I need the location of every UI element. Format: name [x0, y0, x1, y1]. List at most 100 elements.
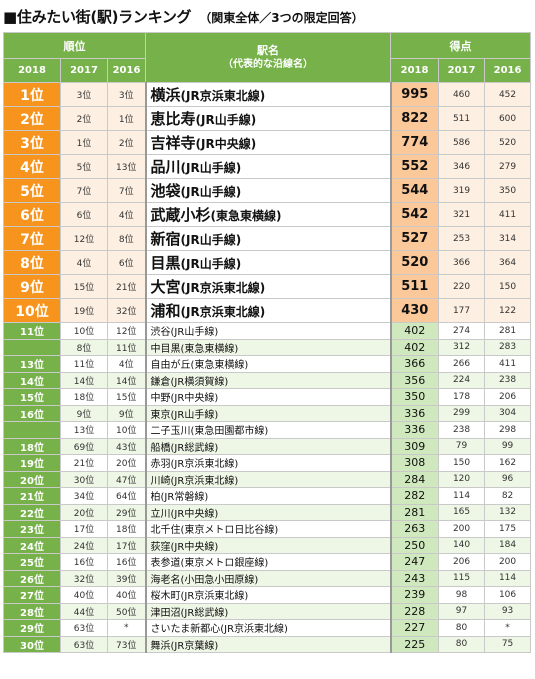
station-cell: 東京(JR山手線) — [145, 404, 392, 422]
rank-2016: 32位 — [106, 298, 147, 323]
station-line: (JR山手線) — [180, 233, 242, 247]
rank-2017: 6位 — [60, 202, 108, 227]
rank-2016: 13位 — [106, 154, 147, 179]
station-name: 横浜 — [150, 86, 181, 104]
rank-2018: 7位 — [3, 226, 61, 251]
rank-year-2017: 2017 — [60, 58, 108, 83]
station-line: (東京メトロ日比谷線) — [180, 525, 279, 537]
score-2016: 411 — [484, 355, 532, 373]
rank-2016: 40位 — [106, 586, 147, 604]
rank-2017: 24位 — [60, 536, 108, 554]
table-row: 28位 44位 50位 津田沼(JR総武線) 228 97 93 — [3, 602, 532, 620]
rank-year-2018: 2018 — [3, 58, 61, 83]
score-2018: 430 — [389, 298, 440, 323]
station-cell: 表参道(東京メトロ銀座線) — [145, 553, 392, 571]
score-2018: 542 — [389, 202, 440, 227]
table-row: 10位 19位 32位 浦和(JR京浜東北線) 430 177 122 — [3, 298, 532, 323]
score-2017: 266 — [438, 355, 486, 373]
score-2018: 511 — [389, 274, 440, 299]
score-2017: 319 — [438, 178, 486, 203]
score-2016: 150 — [484, 274, 532, 299]
score-2016: 411 — [484, 202, 532, 227]
station-line: (東急東横線) — [210, 209, 282, 223]
score-2016: 99 — [484, 437, 532, 455]
table-row: 19位 21位 20位 赤羽(JR京浜東北線) 308 150 162 — [3, 454, 532, 472]
station-cell: 中目黒(東急東横線) — [145, 338, 392, 356]
rank-2018: 28位 — [3, 602, 61, 620]
station-cell: 津田沼(JR総武線) — [145, 602, 392, 620]
score-2017: 150 — [438, 454, 486, 472]
score-2017: 206 — [438, 553, 486, 571]
score-2016: 175 — [484, 520, 532, 538]
score-2018: 308 — [389, 454, 440, 472]
score-2016: 600 — [484, 106, 532, 131]
ranking-table: 順位 駅名 （代表的な沿線名） 得点 2018 2017 2016 2018 2… — [2, 32, 532, 653]
rank-2018 — [3, 338, 61, 356]
table-row: 18位 69位 43位 船橋(JR総武線) 309 79 99 — [3, 437, 532, 455]
station-name: 荻窪 — [150, 541, 171, 553]
rank-2017: 69位 — [60, 437, 108, 455]
rank-2016: 73位 — [106, 635, 147, 653]
station-cell: 赤羽(JR京浜東北線) — [145, 454, 392, 472]
rank-2017: 63位 — [60, 635, 108, 653]
score-2017: 177 — [438, 298, 486, 323]
station-cell: 桜木町(JR京浜東北線) — [145, 586, 392, 604]
station-name: 鎌倉 — [150, 376, 171, 388]
station-line: (東京メトロ銀座線) — [180, 558, 269, 570]
rank-2018: 18位 — [3, 437, 61, 455]
score-2017: 238 — [438, 421, 486, 439]
station-cell: 恵比寿(JR山手線) — [145, 106, 392, 131]
table-row: 20位 30位 47位 川崎(JR京浜東北線) 284 120 96 — [3, 470, 532, 488]
station-line: (JR中央線) — [170, 508, 219, 520]
score-2017: 346 — [438, 154, 486, 179]
rank-2016: 50位 — [106, 602, 147, 620]
table-row: 8位 4位 6位 目黒(JR山手線) 520 366 364 — [3, 250, 532, 275]
rank-2018: 29位 — [3, 619, 61, 637]
table-row: 23位 17位 18位 北千住(東京メトロ日比谷線) 263 200 175 — [3, 520, 532, 538]
station-cell: 浦和(JR京浜東北線) — [145, 298, 392, 323]
station-cell: 品川(JR山手線) — [145, 154, 392, 179]
station-line: (JR中央線) — [195, 137, 257, 151]
station-cell: 新宿(JR山手線) — [145, 226, 392, 251]
table-row: 26位 32位 39位 海老名(小田急小田原線) 243 115 114 — [3, 569, 532, 587]
station-name: 吉祥寺 — [150, 134, 196, 152]
station-name: 海老名 — [150, 574, 181, 586]
score-2017: 366 — [438, 250, 486, 275]
score-2016: 184 — [484, 536, 532, 554]
station-cell: さいたま新都心(JR京浜東北線) — [145, 619, 392, 637]
rank-2016: 20位 — [106, 454, 147, 472]
rank-2018: 30位 — [3, 635, 61, 653]
station-name: 川崎 — [150, 475, 171, 487]
table-row: 5位 7位 7位 池袋(JR山手線) 544 319 350 — [3, 178, 532, 203]
rank-2016: 9位 — [106, 404, 147, 422]
station-cell: 渋谷(JR山手線) — [145, 322, 392, 340]
rank-2018: 14位 — [3, 371, 61, 389]
rank-2017: 20位 — [60, 503, 108, 521]
score-2016: 75 — [484, 635, 532, 653]
rank-2016: 29位 — [106, 503, 147, 521]
table-row: 29位 63位 * さいたま新都心(JR京浜東北線) 227 80 * — [3, 619, 532, 637]
rank-2017: 15位 — [60, 274, 108, 299]
table-row: 16位 9位 9位 東京(JR山手線) 336 299 304 — [3, 404, 532, 422]
score-2018: 247 — [389, 553, 440, 571]
table-row: 24位 24位 17位 荻窪(JR中央線) 250 140 184 — [3, 536, 532, 554]
rank-2018: 21位 — [3, 487, 61, 505]
station-cell: 北千住(東京メトロ日比谷線) — [145, 520, 392, 538]
table-row: 8位 11位 中目黒(東急東横線) 402 312 283 — [3, 338, 532, 356]
rank-2018: 5位 — [3, 178, 61, 203]
rank-year-2016: 2016 — [106, 58, 147, 83]
station-header-sub: （代表的な沿線名） — [223, 58, 314, 70]
station-name: 自由が丘 — [150, 360, 191, 372]
rank-2016: 17位 — [106, 536, 147, 554]
rank-2018: 15位 — [3, 388, 61, 406]
station-name: 恵比寿 — [150, 110, 196, 128]
table-row: 13位 10位 二子玉川(東急田園都市線) 336 238 298 — [3, 421, 532, 439]
score-2016: 452 — [484, 82, 532, 107]
rank-2016: 4位 — [106, 355, 147, 373]
score-2017: 224 — [438, 371, 486, 389]
rank-2017: 30位 — [60, 470, 108, 488]
score-2018: 527 — [389, 226, 440, 251]
station-name: 新宿 — [150, 230, 181, 248]
rank-2018: 16位 — [3, 404, 61, 422]
